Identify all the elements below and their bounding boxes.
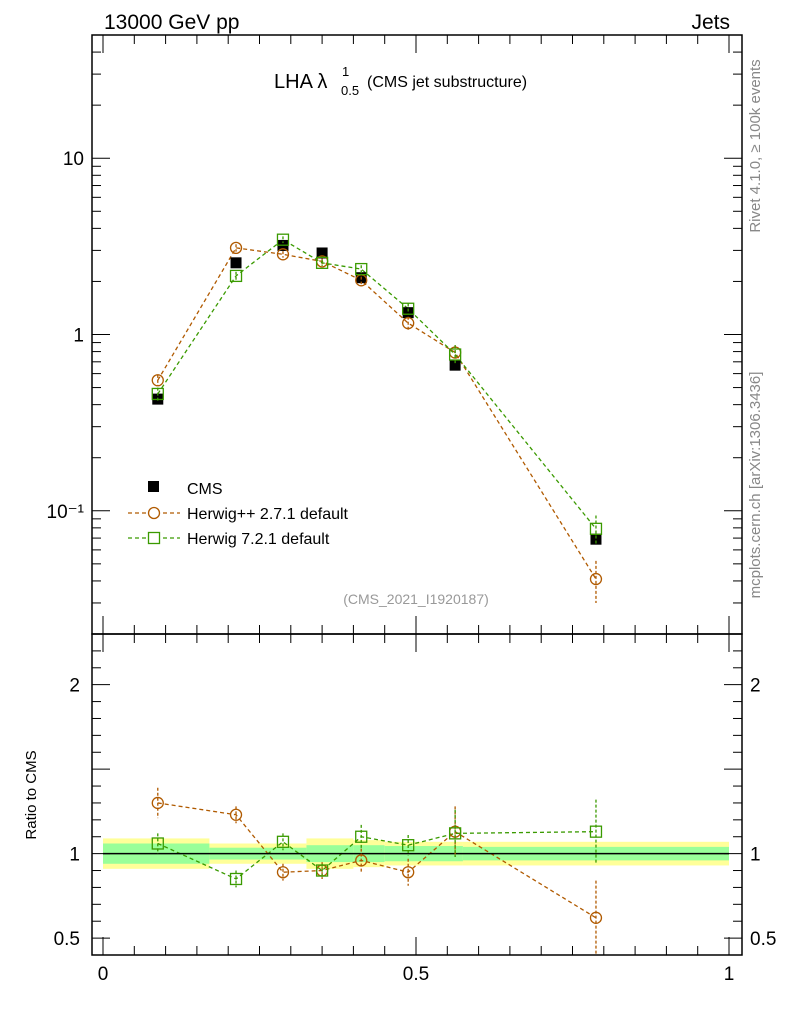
ratio-point-herwig7-7 [589, 825, 603, 838]
legend-label-herwigpp: Herwig++ 2.7.1 default [187, 506, 349, 523]
title-main: LHA λ [274, 71, 327, 93]
ratio-point-herwigpp-0 [151, 796, 164, 810]
rivet-label: Rivet 4.1.0, ≥ 100k events [747, 59, 764, 232]
main-point-herwig7-4 [355, 262, 368, 276]
header-right: Jets [691, 11, 730, 34]
ratio-point-herwigpp-4 [355, 854, 368, 867]
ratio-point-herwig7-3 [315, 864, 329, 877]
legend-marker-herwig7 [147, 531, 161, 545]
ytick-label-ratio-right-1: 1 [750, 845, 761, 866]
main-point-herwig7-7 [589, 522, 603, 535]
main-point-cms-6 [449, 359, 461, 371]
main-point-herwigpp-7 [589, 572, 603, 586]
main-point-herwig7-2 [276, 233, 290, 246]
ratio-point-herwigpp-5 [402, 866, 415, 879]
ratio-point-herwig7-2 [276, 835, 290, 848]
main-point-cms-3 [316, 247, 328, 259]
axis-ticks [92, 34, 742, 956]
ratio-plot-frame [91, 633, 743, 956]
main-point-herwig7-0 [151, 387, 164, 401]
main-point-cms-5 [402, 307, 414, 319]
title-subscript: 0.5 [341, 83, 359, 98]
title-suffix: (CMS jet substructure) [367, 74, 527, 91]
chart-title: LHA λ [274, 71, 327, 93]
legend-marker-cms [148, 481, 159, 492]
ytick-label-ratio-left-1: 1 [69, 845, 80, 866]
main-line-series-2 [157, 238, 597, 530]
main-point-cms-7 [590, 533, 602, 545]
ytick-label-ratio-left-0: 0.5 [54, 929, 80, 950]
main-point-herwig7-3 [315, 256, 329, 269]
legend-label-cms: CMS [187, 481, 223, 498]
legend: CMS Herwig++ 2.7.1 default Herwig 7.2.1 … [128, 481, 349, 548]
mcplots-label: mcplots.cern.ch [arXiv:1306.3436] [747, 372, 764, 599]
title-superscript: 1 [342, 64, 349, 79]
ratio-point-herwig7-5 [402, 839, 415, 852]
ratio-point-herwig7-0 [151, 837, 164, 850]
xtick-label-2: 1 [724, 964, 735, 985]
legend-label-herwig7: Herwig 7.2.1 default [187, 531, 330, 548]
analysis-id: (CMS_2021_I1920187) [343, 591, 489, 607]
ytick-label-ratio-left-2: 2 [69, 676, 80, 697]
main-point-cms-1 [230, 257, 242, 269]
ratio-point-herwigpp-2 [276, 866, 290, 879]
ytick-label-main-0: 10⁻¹ [47, 502, 85, 523]
main-point-herwig7-5 [402, 302, 415, 315]
main-point-herwig7-6 [448, 348, 462, 361]
ytick-label-ratio-right-2: 2 [750, 676, 761, 697]
xtick-label-1: 0.5 [403, 964, 429, 985]
ytick-label-main-1: 1 [73, 326, 84, 347]
ratio-point-herwig7-6 [448, 827, 462, 840]
legend-marker-herwigpp [147, 506, 161, 520]
ratio-line-series-0 [157, 802, 597, 919]
ratio-point-herwigpp-1 [229, 808, 243, 821]
header-left: 13000 GeV pp [104, 11, 239, 34]
main-point-herwigpp-5 [402, 316, 415, 330]
ratio-point-herwigpp-7 [589, 911, 603, 924]
main-point-herwigpp-1 [229, 241, 243, 255]
main-series-lines [157, 238, 597, 580]
data-marks [151, 233, 603, 955]
ytick-label-main-2: 10 [63, 149, 84, 170]
xtick-label-0: 0 [98, 964, 109, 985]
ratio-point-herwig7-1 [229, 872, 243, 886]
ratio-point-herwig7-4 [355, 830, 368, 843]
ratio-ylabel: Ratio to CMS [23, 750, 40, 839]
main-point-herwigpp-0 [151, 374, 164, 387]
ytick-label-ratio-right-0: 0.5 [750, 929, 776, 950]
main-point-herwigpp-2 [276, 248, 290, 261]
main-line-series-1 [157, 247, 597, 580]
main-point-herwig7-1 [229, 269, 243, 283]
